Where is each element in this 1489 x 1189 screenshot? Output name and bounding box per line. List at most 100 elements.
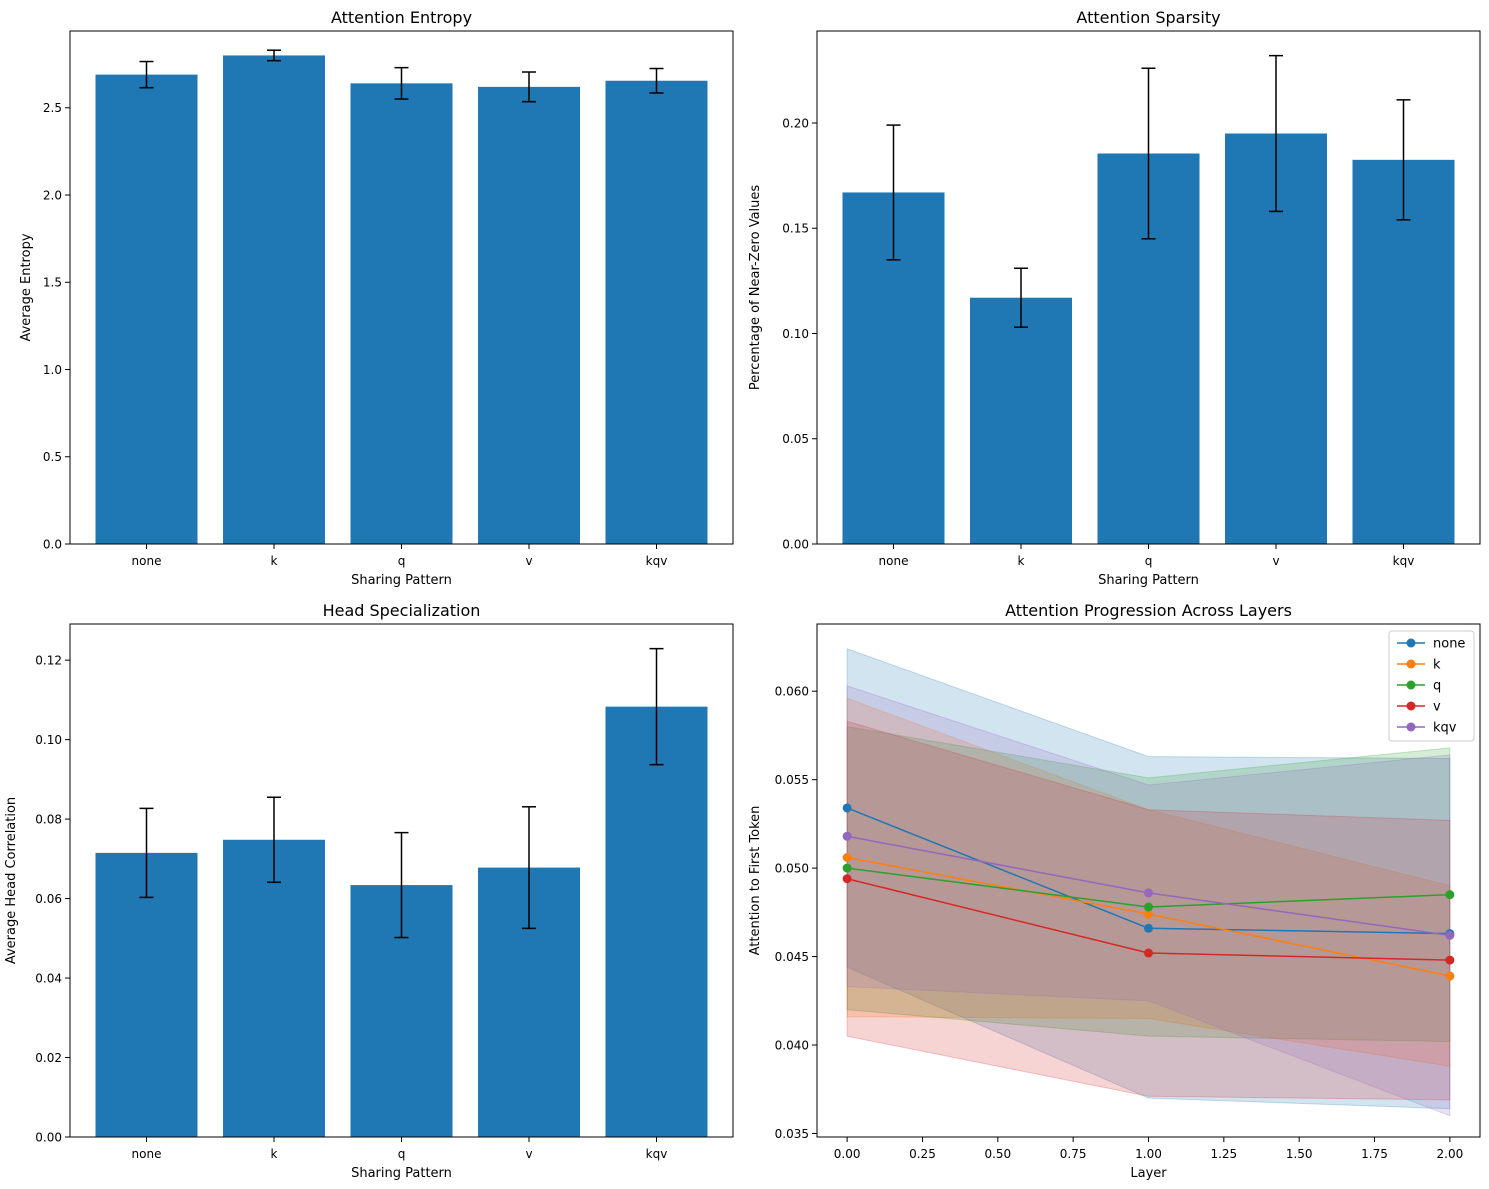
bar-none: [95, 852, 198, 1137]
y-tick-label: 0.04: [35, 971, 62, 985]
bar-none: [95, 74, 198, 545]
y-axis-label: Average Head Correlation: [4, 797, 19, 964]
point-none-1: [1144, 923, 1153, 933]
y-tick-label: 0.02: [35, 1051, 62, 1065]
x-tick-label: 0.75: [1060, 1147, 1087, 1161]
point-v-0: [842, 874, 852, 884]
x-axis-label: Layer: [1130, 1166, 1167, 1181]
y-tick-label: 1.0: [43, 363, 62, 377]
y-tick-label: 0.035: [775, 1127, 809, 1141]
x-tick-label: k: [271, 554, 278, 568]
errorbar-k: [1014, 267, 1028, 328]
x-tick-label: 1.25: [1210, 1147, 1237, 1161]
y-tick-label: 0.10: [35, 733, 62, 747]
bar-kqv: [1352, 159, 1455, 544]
errorbar-none: [886, 124, 901, 261]
errorbar-kqv: [649, 647, 664, 766]
chart-title: Head Specialization: [323, 601, 481, 620]
bar-k: [970, 297, 1072, 544]
x-tick-label: v: [1272, 554, 1279, 568]
y-tick-label: 2.5: [43, 101, 62, 115]
x-axis-label: Sharing Pattern: [351, 573, 452, 588]
point-k-0: [842, 853, 852, 863]
legend-marker: [1406, 680, 1416, 690]
point-k-1: [1144, 909, 1153, 919]
x-tick-label: kqv: [1393, 554, 1415, 568]
y-tick-label: 0.0: [43, 537, 62, 551]
legend: none kqv kqv: [1388, 630, 1475, 742]
x-tick-label: k: [1018, 554, 1025, 568]
errorbar-v: [1269, 54, 1283, 213]
bar-k: [223, 55, 325, 545]
point-none-0: [842, 803, 852, 813]
x-tick-label: 1.50: [1286, 1147, 1313, 1161]
legend-marker: [1406, 638, 1416, 648]
bar-v: [478, 86, 580, 544]
axes-frame: [816, 623, 1481, 1138]
legend-marker: [1406, 701, 1416, 711]
x-tick-label: kqv: [646, 1147, 668, 1161]
x-tick-label: none: [132, 1147, 162, 1161]
legend-item-q: q: [1397, 679, 1441, 694]
errorbar-k: [267, 796, 281, 884]
chart-4: Attention Progression Across Layers 0.00 0…: [748, 601, 1481, 1181]
point-k-2: [1445, 971, 1455, 981]
y-tick-label: 0.15: [782, 222, 809, 236]
legend-item-k: k: [1397, 658, 1441, 673]
point-kqv-1: [1144, 888, 1153, 898]
x-tick-label: none: [879, 554, 909, 568]
y-tick-label: 2.0: [43, 188, 62, 202]
errorbar-kqv: [649, 67, 664, 94]
x-tick-label: 0.25: [909, 1147, 936, 1161]
legend-label: q: [1433, 679, 1441, 694]
errorbar-q: [1141, 67, 1156, 240]
legend-marker: [1406, 722, 1416, 732]
x-tick-label: q: [398, 554, 406, 568]
axes-frame: [816, 30, 1481, 545]
y-tick-label: 0.050: [775, 861, 809, 875]
chart-title: Attention Sparsity: [1076, 8, 1220, 27]
y-tick-label: 0.00: [782, 537, 809, 551]
y-tick-label: 0.045: [775, 950, 809, 964]
y-tick-label: 0.055: [775, 773, 809, 787]
y-tick-label: 0.00: [35, 1130, 62, 1144]
x-tick-label: 1.75: [1361, 1147, 1388, 1161]
band-kqv: [846, 685, 1451, 1117]
x-tick-label: 0.50: [984, 1147, 1011, 1161]
errorbar-v: [522, 71, 536, 103]
y-tick-label: 0.06: [35, 892, 62, 906]
x-tick-label: q: [398, 1147, 406, 1161]
errorbar-none: [139, 807, 154, 899]
point-q-0: [842, 863, 852, 873]
errorbar-k: [267, 49, 281, 62]
legend-marker: [1406, 659, 1416, 669]
bar-kqv: [605, 80, 708, 544]
legend-label: k: [1433, 658, 1441, 673]
legend-frame: [1388, 630, 1475, 742]
y-tick-label: 0.040: [775, 1038, 809, 1052]
y-axis-label: Average Entropy: [19, 233, 34, 341]
x-tick-label: v: [525, 554, 532, 568]
x-tick-label: k: [271, 1147, 278, 1161]
errorbar-q: [394, 831, 409, 939]
x-tick-label: q: [1145, 554, 1153, 568]
legend-label: none: [1433, 637, 1465, 652]
band-k: [846, 697, 1451, 1067]
bar-q: [350, 83, 453, 544]
band-none: [846, 648, 1451, 1110]
y-axis-label: Percentage of Near-Zero Values: [748, 185, 763, 391]
errorbar-q: [394, 66, 409, 100]
axes-frame: [69, 623, 734, 1138]
point-kqv-0: [842, 831, 852, 841]
y-tick-label: 0.08: [35, 812, 62, 826]
x-tick-label: kqv: [646, 554, 668, 568]
errorbar-none: [139, 60, 154, 89]
y-tick-label: 0.10: [782, 327, 809, 341]
bar-k: [223, 839, 325, 1137]
legend-item-v: v: [1397, 700, 1441, 715]
errorbar-kqv: [1396, 99, 1411, 221]
x-tick-label: 2.00: [1437, 1147, 1464, 1161]
